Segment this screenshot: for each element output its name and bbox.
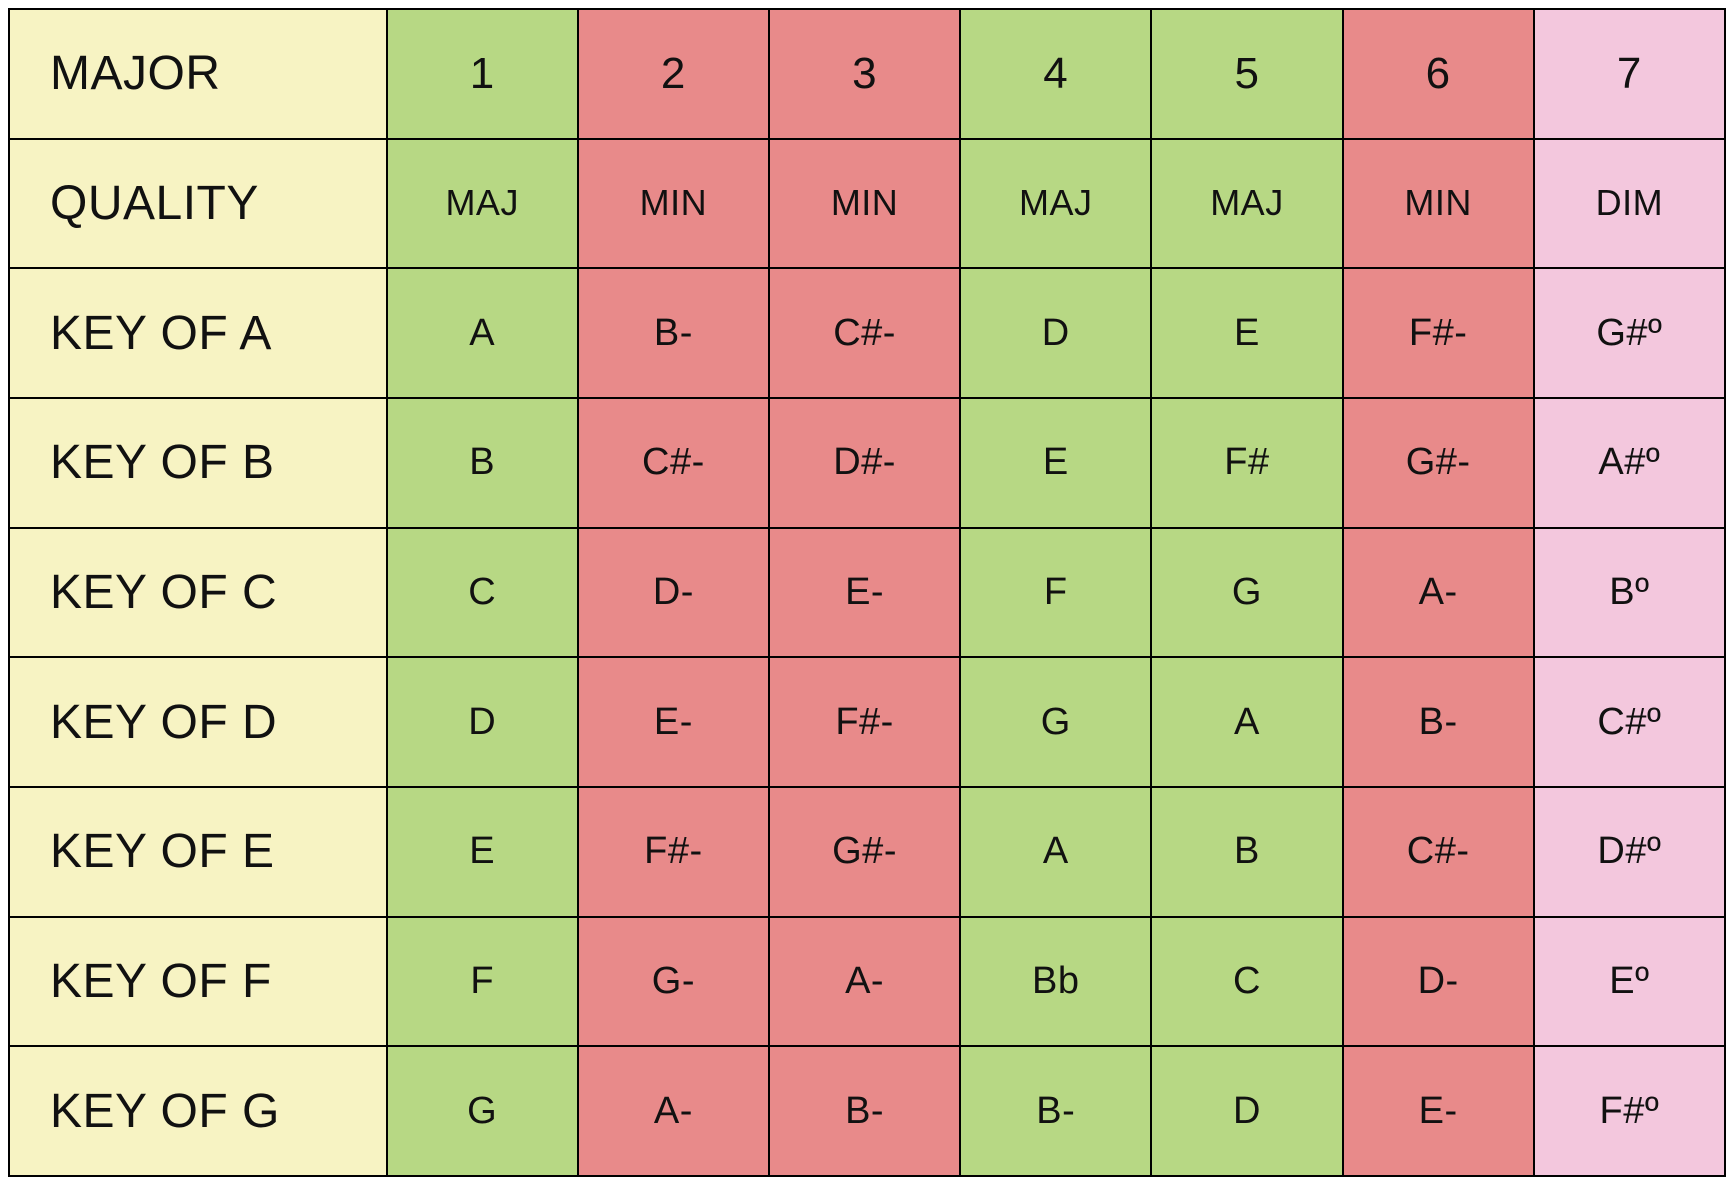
cell-degree-3: F#-: [769, 657, 960, 787]
table-row: KEY OF FFG-A-BbCD-Eº: [9, 917, 1725, 1047]
cell-degree-6: C#-: [1343, 787, 1534, 917]
cell-degree-5: C: [1151, 917, 1342, 1047]
cell-degree-1: B: [387, 398, 578, 528]
cell-degree-4: A: [960, 787, 1151, 917]
cell-degree-1: A: [387, 268, 578, 398]
cell-degree-7: A#º: [1534, 398, 1725, 528]
cell-degree-6: B-: [1343, 657, 1534, 787]
row-label: KEY OF E: [9, 787, 387, 917]
table-row: KEY OF AAB-C#-DEF#-G#º: [9, 268, 1725, 398]
cell-degree-1: D: [387, 657, 578, 787]
cell-degree-3: A-: [769, 917, 960, 1047]
cell-degree-4: D: [960, 268, 1151, 398]
table-body: MAJOR1234567QUALITYMAJMINMINMAJMAJMINDIM…: [9, 9, 1725, 1176]
row-label: KEY OF D: [9, 657, 387, 787]
cell-degree-7: C#º: [1534, 657, 1725, 787]
chord-chart-container: MAJOR1234567QUALITYMAJMINMINMAJMAJMINDIM…: [0, 0, 1734, 1185]
cell-degree-2: C#-: [578, 398, 769, 528]
cell-degree-7: D#º: [1534, 787, 1725, 917]
cell-degree-6: 6: [1343, 9, 1534, 139]
row-label: QUALITY: [9, 139, 387, 269]
cell-degree-4: G: [960, 657, 1151, 787]
cell-degree-3: G#-: [769, 787, 960, 917]
row-label: KEY OF F: [9, 917, 387, 1047]
table-row: KEY OF CCD-E-FGA-Bº: [9, 528, 1725, 658]
cell-degree-7: Bº: [1534, 528, 1725, 658]
table-row: QUALITYMAJMINMINMAJMAJMINDIM: [9, 139, 1725, 269]
cell-degree-5: MAJ: [1151, 139, 1342, 269]
cell-degree-7: F#º: [1534, 1046, 1725, 1176]
cell-degree-4: B-: [960, 1046, 1151, 1176]
cell-degree-4: 4: [960, 9, 1151, 139]
cell-degree-1: C: [387, 528, 578, 658]
cell-degree-2: 2: [578, 9, 769, 139]
row-label: KEY OF B: [9, 398, 387, 528]
cell-degree-6: A-: [1343, 528, 1534, 658]
cell-degree-7: Eº: [1534, 917, 1725, 1047]
cell-degree-7: DIM: [1534, 139, 1725, 269]
cell-degree-2: E-: [578, 657, 769, 787]
row-label: KEY OF C: [9, 528, 387, 658]
cell-degree-2: D-: [578, 528, 769, 658]
row-label: KEY OF G: [9, 1046, 387, 1176]
cell-degree-7: G#º: [1534, 268, 1725, 398]
cell-degree-5: 5: [1151, 9, 1342, 139]
table-row: MAJOR1234567: [9, 9, 1725, 139]
cell-degree-3: MIN: [769, 139, 960, 269]
cell-degree-2: B-: [578, 268, 769, 398]
cell-degree-5: F#: [1151, 398, 1342, 528]
cell-degree-5: B: [1151, 787, 1342, 917]
cell-degree-2: G-: [578, 917, 769, 1047]
table-row: KEY OF DDE-F#-GAB-C#º: [9, 657, 1725, 787]
row-label: MAJOR: [9, 9, 387, 139]
cell-degree-6: F#-: [1343, 268, 1534, 398]
cell-degree-7: 7: [1534, 9, 1725, 139]
table-row: KEY OF BBC#-D#-EF#G#-A#º: [9, 398, 1725, 528]
cell-degree-6: G#-: [1343, 398, 1534, 528]
cell-degree-6: D-: [1343, 917, 1534, 1047]
cell-degree-3: B-: [769, 1046, 960, 1176]
cell-degree-1: 1: [387, 9, 578, 139]
row-label: KEY OF A: [9, 268, 387, 398]
cell-degree-1: F: [387, 917, 578, 1047]
cell-degree-5: G: [1151, 528, 1342, 658]
chord-chart-table: MAJOR1234567QUALITYMAJMINMINMAJMAJMINDIM…: [8, 8, 1726, 1177]
cell-degree-5: E: [1151, 268, 1342, 398]
cell-degree-5: A: [1151, 657, 1342, 787]
table-row: KEY OF GGA-B-B-DE-F#º: [9, 1046, 1725, 1176]
cell-degree-2: F#-: [578, 787, 769, 917]
cell-degree-6: MIN: [1343, 139, 1534, 269]
cell-degree-2: A-: [578, 1046, 769, 1176]
cell-degree-3: E-: [769, 528, 960, 658]
cell-degree-1: MAJ: [387, 139, 578, 269]
cell-degree-4: Bb: [960, 917, 1151, 1047]
cell-degree-4: MAJ: [960, 139, 1151, 269]
cell-degree-1: G: [387, 1046, 578, 1176]
table-row: KEY OF EEF#-G#-ABC#-D#º: [9, 787, 1725, 917]
cell-degree-5: D: [1151, 1046, 1342, 1176]
cell-degree-3: D#-: [769, 398, 960, 528]
cell-degree-4: E: [960, 398, 1151, 528]
cell-degree-6: E-: [1343, 1046, 1534, 1176]
cell-degree-1: E: [387, 787, 578, 917]
cell-degree-2: MIN: [578, 139, 769, 269]
cell-degree-3: 3: [769, 9, 960, 139]
cell-degree-3: C#-: [769, 268, 960, 398]
cell-degree-4: F: [960, 528, 1151, 658]
